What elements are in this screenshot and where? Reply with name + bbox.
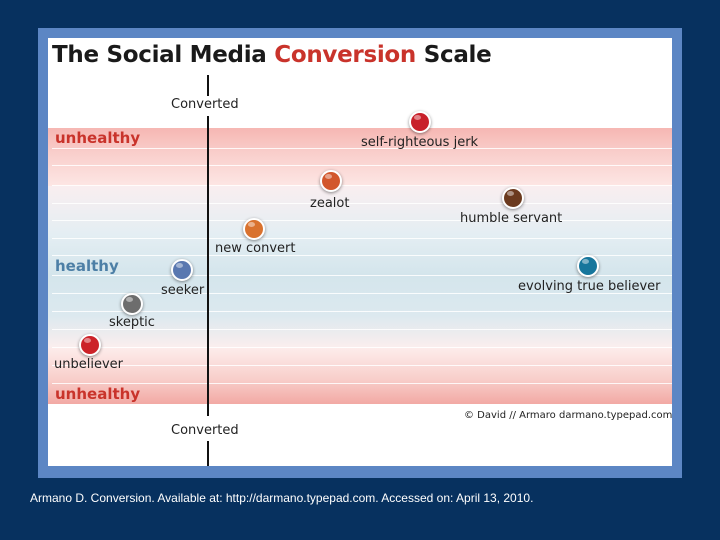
- dot-skeptic: [121, 293, 143, 315]
- zone-label-healthy: healthy: [55, 257, 119, 275]
- title-part-2: Conversion: [274, 42, 416, 68]
- grid-line: [52, 203, 672, 204]
- label-skeptic: skeptic: [109, 315, 155, 330]
- grid-line: [52, 148, 672, 149]
- title-part-3: Scale: [423, 42, 492, 68]
- label-new-convert: new convert: [215, 241, 296, 256]
- label-seeker: seeker: [161, 283, 205, 298]
- image-caption: Armano D. Conversion. Available at: http…: [30, 491, 534, 505]
- dot-evolving-true-believer: [577, 255, 599, 277]
- grid-line: [52, 365, 672, 366]
- axis-line: [207, 116, 209, 416]
- grid-line: [52, 238, 672, 239]
- dot-zealot: [320, 170, 342, 192]
- unhealthy-band-top: [48, 128, 672, 186]
- label-unbeliever: unbeliever: [54, 357, 123, 372]
- label-humble-servant: humble servant: [460, 211, 563, 226]
- label-self-righteous-jerk: self-righteous jerk: [361, 135, 479, 150]
- title-part-1: The Social Media: [52, 42, 267, 68]
- healthy-band: [48, 186, 672, 348]
- label-evolving-true-believer: evolving true believer: [518, 279, 661, 294]
- grid-line: [52, 329, 672, 330]
- dot-new-convert: [243, 218, 265, 240]
- axis-line-bottom: [207, 441, 209, 466]
- axis-bottom-label: Converted: [171, 423, 239, 438]
- dot-humble-servant: [502, 187, 524, 209]
- grid-line: [52, 165, 672, 166]
- grid-line: [52, 220, 672, 221]
- grid-line: [52, 275, 672, 276]
- dot-seeker: [171, 259, 193, 281]
- grid-line: [52, 293, 672, 294]
- zone-label-unhealthy-bottom: unhealthy: [55, 385, 141, 403]
- axis-line-top: [207, 75, 209, 96]
- grid-line: [52, 347, 672, 348]
- diagram-title: The Social Media Conversion Scale: [52, 42, 492, 68]
- axis-top-label: Converted: [171, 97, 239, 112]
- unhealthy-band-bottom: [48, 348, 672, 404]
- credit-text: © David // Armaro darmano.typepad.com: [464, 410, 672, 421]
- diagram-panel: The Social Media Conversion Scale Conver…: [48, 38, 672, 466]
- grid-line: [52, 255, 672, 256]
- dot-unbeliever: [79, 334, 101, 356]
- grid-line: [52, 311, 672, 312]
- label-zealot: zealot: [310, 196, 350, 211]
- zone-label-unhealthy-top: unhealthy: [55, 129, 141, 147]
- grid-line: [52, 185, 672, 186]
- grid-line: [52, 383, 672, 384]
- dot-self-righteous-jerk: [409, 111, 431, 133]
